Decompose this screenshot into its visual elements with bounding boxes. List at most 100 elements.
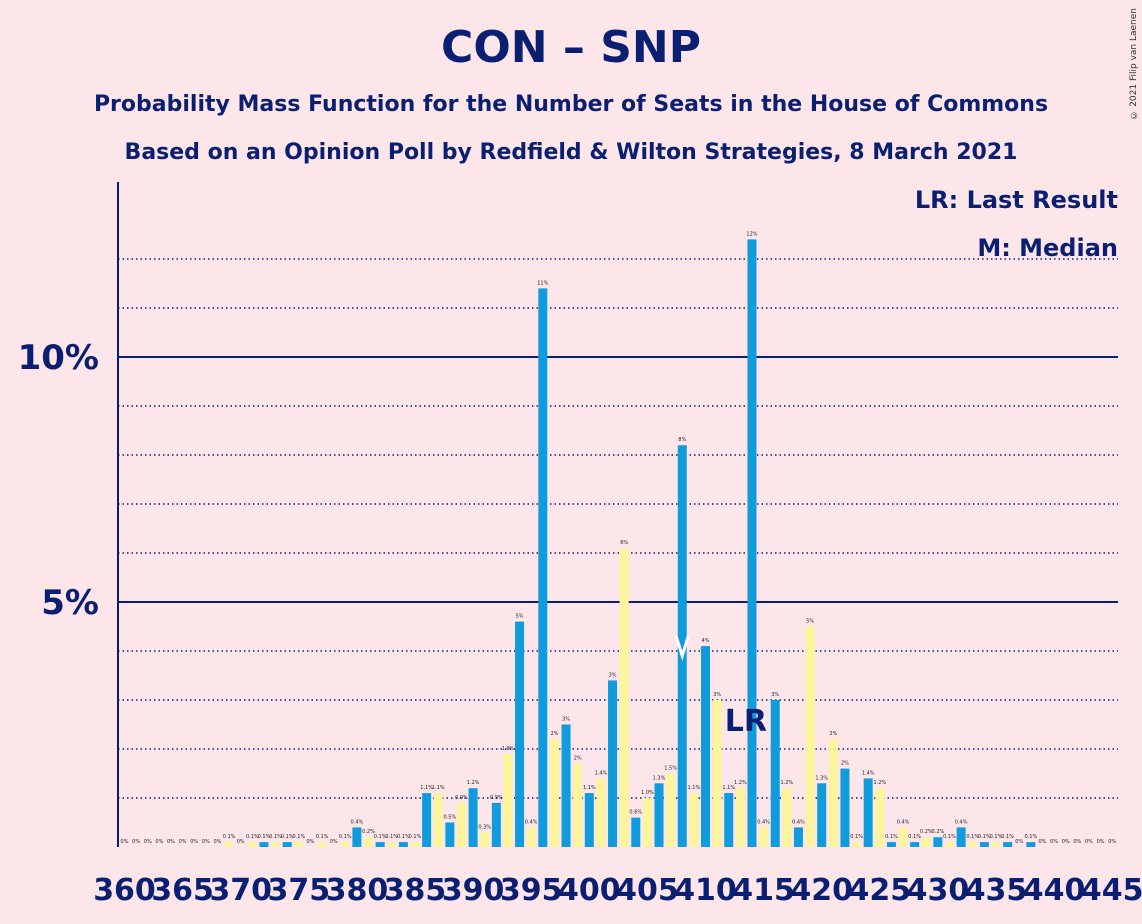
bar-value-label: 0.9%	[455, 795, 468, 801]
bar-value-label: 1.1%	[688, 785, 701, 791]
bar-value-label: 0.1%	[292, 834, 305, 840]
bar-value-label: 0%	[237, 839, 245, 845]
bar-seat-414	[747, 239, 757, 847]
bar-seat-410	[701, 646, 710, 847]
bar-seat-402	[608, 680, 618, 847]
bar-seat-401	[596, 778, 606, 847]
bar-seat-417	[782, 788, 792, 847]
bar-seat-398	[561, 724, 571, 847]
bar-seat-413	[735, 788, 745, 847]
bar-seat-407	[666, 773, 676, 847]
x-tick-label: 445	[1081, 873, 1142, 908]
bar-seat-435	[991, 842, 1001, 847]
bar-value-label: 3%	[713, 692, 721, 698]
bar-seat-391	[480, 832, 490, 847]
bar-seat-377	[317, 842, 327, 847]
bar-seat-392	[491, 802, 501, 847]
bar-value-label: 5%	[516, 614, 524, 620]
bar-value-label: 0.5%	[444, 815, 457, 821]
bar-seat-406	[654, 783, 664, 847]
bar-seat-382	[375, 842, 385, 847]
bar-seat-385	[410, 842, 420, 847]
bar-value-label: 0.2%	[920, 829, 933, 835]
bar-seat-404	[631, 817, 641, 847]
bar-value-label: 0.1%	[885, 834, 898, 840]
bar-value-label: 0%	[1085, 839, 1093, 845]
bar-value-label: 0.1%	[246, 834, 259, 840]
bar-value-label: 3%	[609, 672, 617, 678]
x-tick-label: 410	[674, 873, 737, 908]
bar-value-label: 0.1%	[966, 834, 979, 840]
bar-seat-419	[805, 626, 815, 847]
bar-seat-389	[456, 802, 466, 847]
bar-seat-405	[642, 798, 652, 847]
bar-value-label: 0%	[1062, 839, 1070, 845]
bar-value-label: 0.1%	[316, 834, 329, 840]
bar-value-label: 1.3%	[815, 775, 828, 781]
bar-value-label: 3%	[562, 717, 570, 723]
bar-seat-388	[445, 822, 455, 847]
bar-seat-416	[770, 700, 780, 847]
bar-value-label: 0%	[1073, 839, 1081, 845]
bar-value-label: 1.4%	[862, 770, 875, 776]
bar-value-label: 0.1%	[1025, 834, 1038, 840]
bar-value-label: 8%	[678, 437, 686, 443]
bar-value-label: 4%	[702, 638, 710, 644]
bar-value-label: 1.1%	[583, 785, 596, 791]
bar-seat-418	[793, 827, 803, 847]
bar-value-label: 0.4%	[351, 819, 364, 825]
x-tick-label: 420	[790, 873, 853, 908]
bar-seat-403	[619, 548, 629, 847]
bar-seat-421	[828, 739, 838, 847]
bar-value-label: 0.1%	[409, 834, 422, 840]
bar-value-label: 0%	[213, 839, 221, 845]
bar-value-label: 0.9%	[490, 795, 503, 801]
x-tick-label: 440	[1023, 873, 1086, 908]
legend-median: M: Median	[977, 234, 1118, 262]
bar-value-label: 0%	[330, 839, 338, 845]
bar-value-label: 0.1%	[943, 834, 956, 840]
bar-seat-383	[387, 842, 397, 847]
bar-seat-411	[712, 700, 722, 847]
bar-value-label: 0.1%	[269, 834, 282, 840]
legend-last-result: LR: Last Result	[914, 186, 1118, 214]
bar-value-label: 0.1%	[258, 834, 271, 840]
bar-value-label: 1.9%	[502, 746, 515, 752]
bar-seat-433	[968, 842, 978, 847]
bar-value-label: 1.5%	[664, 766, 677, 772]
bar-value-label: 1.1%	[432, 785, 445, 791]
bar-value-label: 0.2%	[932, 829, 945, 835]
bar-value-label: 0.6%	[629, 810, 642, 816]
bar-value-label: 0%	[132, 839, 140, 845]
bar-seat-429	[921, 837, 931, 847]
bar-value-label: 0.4%	[897, 819, 910, 825]
bar-value-label: 1.1%	[722, 785, 735, 791]
bar-seat-431	[945, 842, 955, 847]
bar-seat-422	[840, 768, 850, 847]
x-tick-label: 385	[384, 873, 447, 908]
bar-seat-372	[259, 842, 269, 847]
x-tick-label: 375	[267, 873, 330, 908]
x-tick-label: 380	[326, 873, 389, 908]
bar-value-label: 0%	[1097, 839, 1105, 845]
x-tick-label: 365	[151, 873, 214, 908]
median-marker	[674, 635, 690, 662]
bar-value-label: 0.4%	[792, 819, 805, 825]
bar-value-label: 0%	[1015, 839, 1023, 845]
bar-value-label: 2%	[841, 761, 849, 767]
bar-value-label: 0.2%	[362, 829, 375, 835]
bar-seat-395	[526, 827, 536, 847]
bar-seat-425	[875, 788, 885, 847]
bar-seat-420	[817, 783, 827, 847]
bar-seat-379	[340, 842, 350, 847]
bar-seat-399	[573, 763, 583, 847]
bar-value-label: 0.1%	[850, 834, 863, 840]
bar-seat-428	[910, 842, 920, 847]
bar-seat-381	[364, 837, 374, 847]
bar-value-label: 11%	[537, 280, 548, 286]
bar-value-label: 1.3%	[653, 775, 666, 781]
bar-seat-374	[282, 842, 292, 847]
bar-value-label: 1.2%	[873, 780, 886, 786]
bar-value-label: 0%	[167, 839, 175, 845]
bar-seat-436	[1003, 842, 1013, 847]
